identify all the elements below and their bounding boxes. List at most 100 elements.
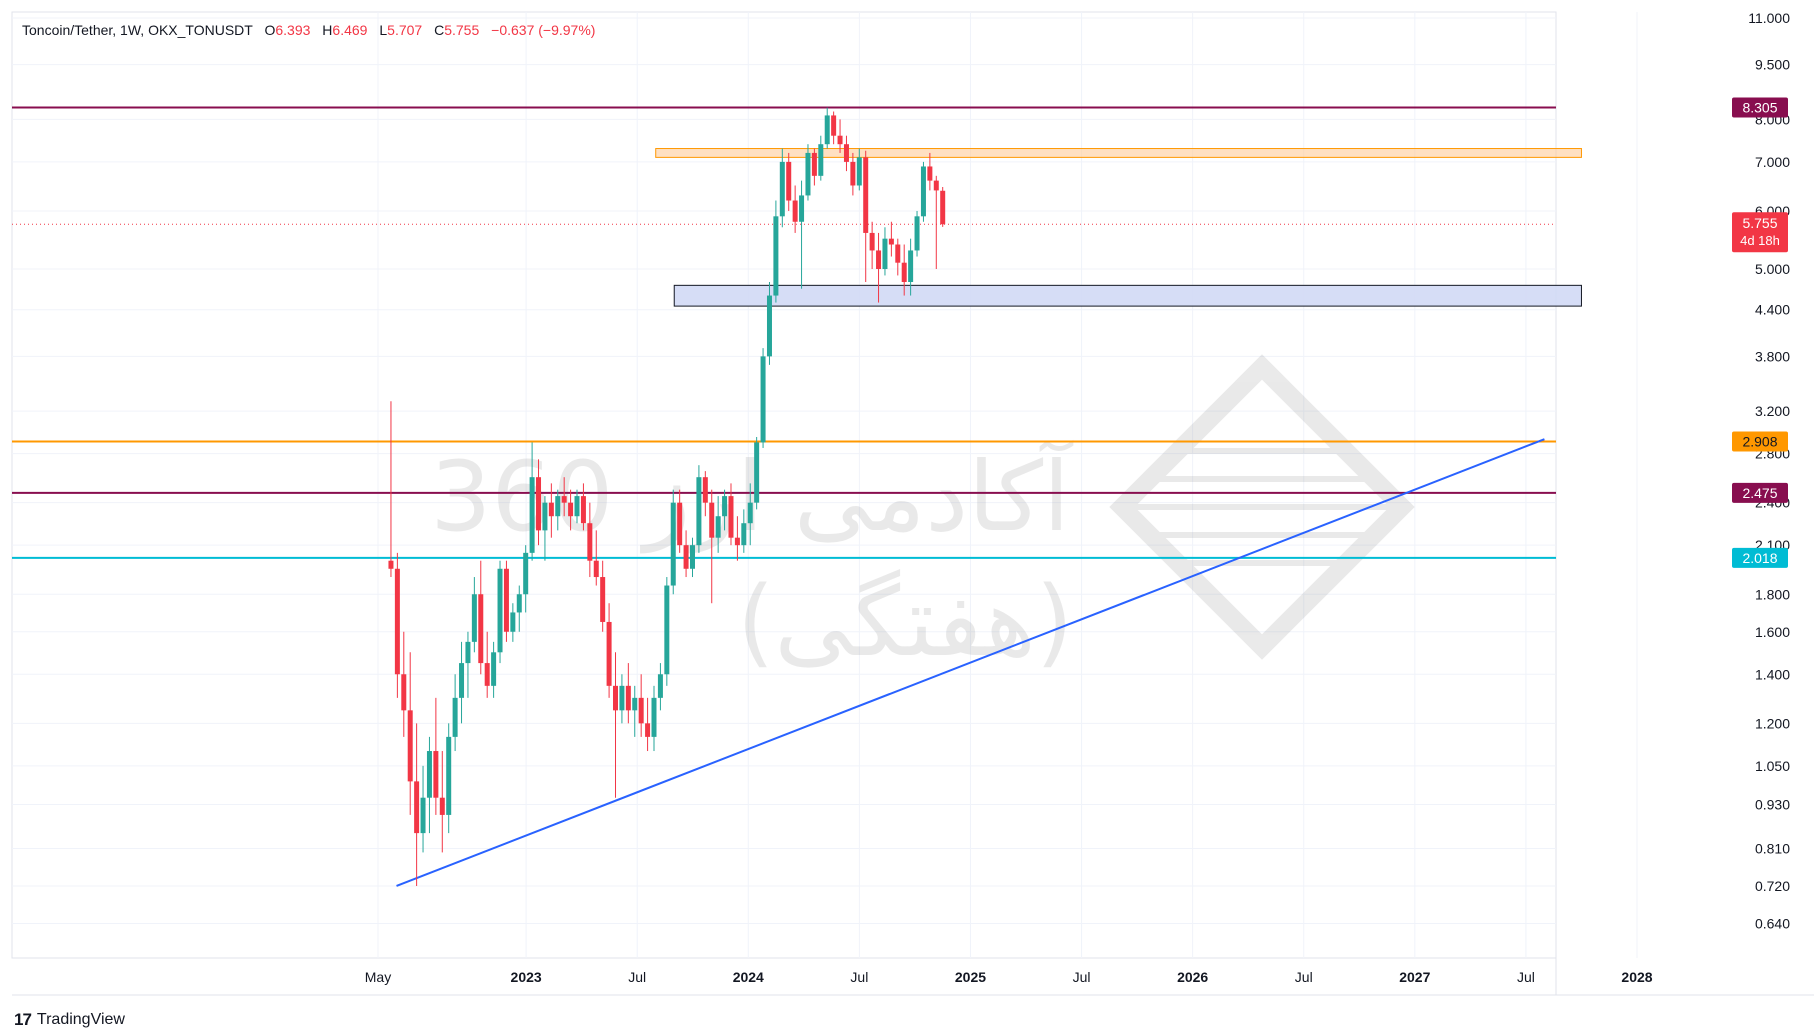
candle-body[interactable] bbox=[901, 262, 907, 283]
tradingview-logo-icon: 17 bbox=[14, 1010, 32, 1029]
candle-body[interactable] bbox=[715, 516, 721, 538]
candle-body[interactable] bbox=[863, 157, 869, 233]
candle-body[interactable] bbox=[670, 502, 676, 586]
candle-body[interactable] bbox=[542, 502, 548, 531]
candle-body[interactable] bbox=[773, 216, 779, 296]
candle-body[interactable] bbox=[895, 244, 901, 263]
candle-body[interactable] bbox=[497, 568, 503, 653]
y-tick-label: 1.200 bbox=[1755, 715, 1790, 731]
candle-body[interactable] bbox=[420, 797, 426, 834]
candle-body[interactable] bbox=[805, 152, 811, 196]
x-tick-label: Jul bbox=[850, 969, 868, 985]
candle-body[interactable] bbox=[683, 545, 689, 569]
candle-body[interactable] bbox=[843, 144, 849, 162]
candle-body[interactable] bbox=[914, 216, 920, 251]
candle-body[interactable] bbox=[818, 144, 824, 176]
candle-body[interactable] bbox=[908, 250, 914, 283]
candle-body[interactable] bbox=[568, 502, 574, 517]
candle-body[interactable] bbox=[459, 663, 465, 698]
candle-body[interactable] bbox=[920, 166, 926, 217]
candle-body[interactable] bbox=[811, 152, 817, 176]
candle-body[interactable] bbox=[388, 560, 394, 569]
candle-body[interactable] bbox=[760, 356, 766, 443]
demand-zone[interactable] bbox=[673, 284, 1582, 307]
tradingview-branding[interactable]: 17 TradingView bbox=[14, 1010, 125, 1030]
candle-body[interactable] bbox=[471, 594, 477, 642]
candle-body[interactable] bbox=[510, 612, 516, 632]
candle-body[interactable] bbox=[933, 180, 939, 191]
candle-body[interactable] bbox=[754, 442, 760, 503]
candle-body[interactable] bbox=[869, 232, 875, 251]
candle-body[interactable] bbox=[561, 496, 567, 503]
candle-body[interactable] bbox=[856, 157, 862, 186]
candle-body[interactable] bbox=[536, 477, 542, 531]
candle-body[interactable] bbox=[702, 477, 708, 503]
candle-body[interactable] bbox=[414, 781, 420, 834]
candle-body[interactable] bbox=[734, 537, 740, 546]
candle-body[interactable] bbox=[503, 568, 509, 632]
candle-body[interactable] bbox=[491, 652, 497, 686]
candle-body[interactable] bbox=[882, 238, 888, 270]
candle-body[interactable] bbox=[407, 710, 413, 782]
candle-body[interactable] bbox=[741, 523, 747, 546]
symbol-label: Toncoin/Tether, 1W, OKX_TONUSDT bbox=[22, 22, 253, 38]
candle-body[interactable] bbox=[728, 496, 734, 538]
candle-body[interactable] bbox=[786, 161, 792, 201]
candle-body[interactable] bbox=[696, 477, 702, 546]
candle-body[interactable] bbox=[446, 736, 452, 815]
candle-body[interactable] bbox=[426, 751, 432, 798]
candle-body[interactable] bbox=[523, 552, 529, 595]
level-label: 2.475 bbox=[1742, 485, 1777, 501]
candle-body[interactable] bbox=[664, 585, 670, 675]
candle-body[interactable] bbox=[651, 697, 657, 737]
candle-body[interactable] bbox=[593, 560, 599, 578]
low-label: L bbox=[379, 22, 388, 38]
candle-body[interactable] bbox=[587, 523, 593, 561]
candle-body[interactable] bbox=[677, 502, 683, 546]
candle-body[interactable] bbox=[394, 568, 400, 675]
candle-body[interactable] bbox=[779, 161, 785, 217]
candle-body[interactable] bbox=[632, 697, 638, 711]
candle-body[interactable] bbox=[452, 697, 458, 737]
candle-body[interactable] bbox=[529, 477, 535, 553]
candle-body[interactable] bbox=[940, 190, 946, 225]
trend-line[interactable] bbox=[396, 438, 1545, 887]
candle-body[interactable] bbox=[722, 496, 728, 517]
candle-body[interactable] bbox=[613, 685, 619, 711]
candle-body[interactable] bbox=[484, 663, 490, 686]
candle-body[interactable] bbox=[876, 250, 882, 270]
candle-body[interactable] bbox=[645, 723, 651, 737]
candle-body[interactable] bbox=[850, 161, 856, 186]
candle-body[interactable] bbox=[600, 577, 606, 622]
candle-body[interactable] bbox=[638, 697, 644, 724]
candle-body[interactable] bbox=[927, 166, 933, 181]
candle-body[interactable] bbox=[548, 502, 554, 517]
candle-body[interactable] bbox=[478, 594, 484, 664]
candle-body[interactable] bbox=[606, 621, 612, 686]
candle-body[interactable] bbox=[799, 195, 805, 222]
candle-body[interactable] bbox=[516, 594, 522, 613]
y-tick-label: 1.400 bbox=[1755, 666, 1790, 682]
candle-body[interactable] bbox=[831, 115, 837, 136]
candle-body[interactable] bbox=[465, 641, 471, 664]
candle-body[interactable] bbox=[625, 685, 631, 711]
candle-body[interactable] bbox=[888, 238, 894, 245]
y-tick-label: 11.000 bbox=[1748, 10, 1790, 26]
candle-body[interactable] bbox=[689, 545, 695, 569]
supply-zone[interactable] bbox=[655, 148, 1582, 158]
candle-body[interactable] bbox=[433, 751, 439, 798]
candle-body[interactable] bbox=[766, 295, 772, 357]
candle-body[interactable] bbox=[792, 200, 798, 222]
candle-body[interactable] bbox=[439, 797, 445, 815]
candle-body[interactable] bbox=[824, 115, 830, 145]
candle-body[interactable] bbox=[555, 496, 561, 517]
candle-body[interactable] bbox=[747, 502, 753, 524]
candle-body[interactable] bbox=[401, 674, 407, 711]
candle-body[interactable] bbox=[574, 496, 580, 517]
candle-body[interactable] bbox=[580, 496, 586, 524]
candle-body[interactable] bbox=[619, 685, 625, 711]
candle-body[interactable] bbox=[657, 674, 663, 698]
candle-body[interactable] bbox=[709, 502, 715, 538]
candle-body[interactable] bbox=[837, 135, 843, 145]
